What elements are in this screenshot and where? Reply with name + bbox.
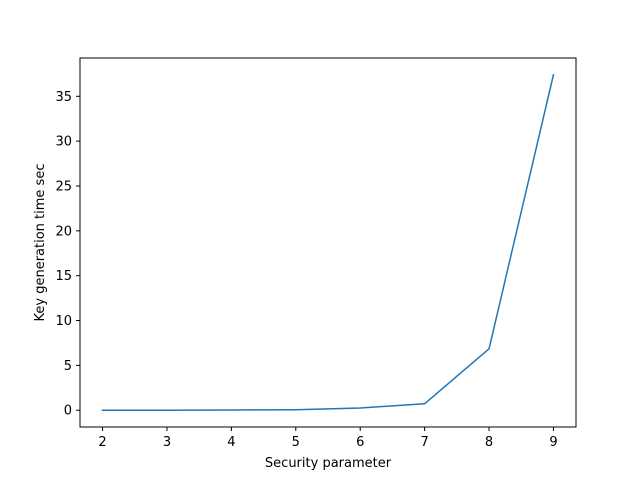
y-axis-ticks: 0 5 10 15 20 25 30 35: [55, 90, 80, 419]
x-tick-label: 9: [549, 435, 557, 450]
x-tick-label: 3: [163, 435, 171, 450]
x-tick-label: 7: [420, 435, 428, 450]
y-tick-label: 35: [55, 90, 72, 105]
plot-frame: [79, 57, 577, 428]
x-tick-label: 6: [356, 435, 364, 450]
y-tick-label: 30: [55, 135, 72, 150]
x-tick-label: 5: [292, 435, 300, 450]
x-tick-label: 8: [485, 435, 493, 450]
x-tick-label: 4: [227, 435, 235, 450]
y-tick-label: 25: [55, 179, 72, 194]
series-line: [101, 73, 555, 411]
x-axis-ticks: 2 3 4 5 6 7 8 9: [98, 427, 558, 450]
x-axis-label: Security parameter: [265, 456, 392, 471]
y-tick-label: 20: [55, 224, 72, 239]
series-layer: [101, 73, 555, 411]
plot-area: [80, 58, 576, 427]
y-axis-label: Key generation time sec: [33, 164, 48, 322]
y-tick-label: 5: [64, 359, 72, 374]
x-tick-label: 2: [98, 435, 106, 450]
y-tick-label: 0: [64, 404, 72, 419]
y-tick-label: 15: [55, 269, 72, 284]
y-tick-label: 10: [55, 314, 72, 329]
